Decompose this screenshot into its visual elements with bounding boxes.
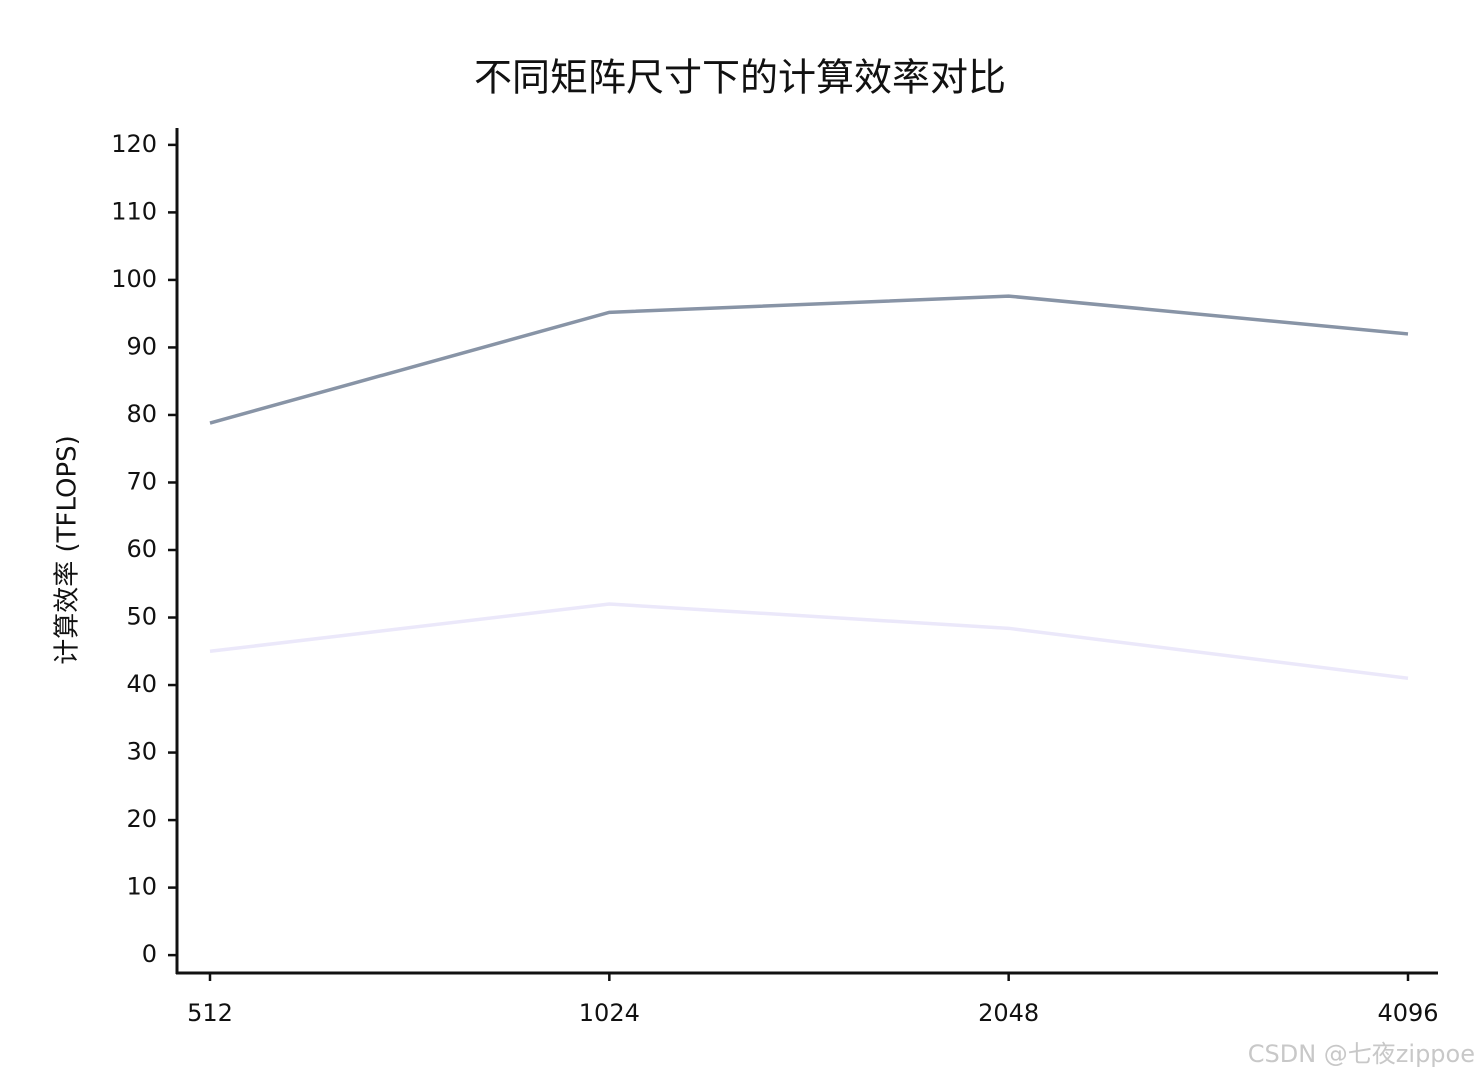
y-tick-label: 90	[126, 332, 157, 360]
series-line	[209, 602, 1409, 681]
y-tick-label: 10	[126, 873, 157, 901]
y-tick-label: 80	[126, 400, 157, 428]
x-tick-label: 4096	[1377, 999, 1438, 1027]
y-tick-label: 20	[126, 805, 157, 833]
x-tick-label: 2048	[978, 999, 1039, 1027]
y-axis-label: 计算效率 (TFLOPS)	[53, 435, 83, 665]
x-tick-label: 1024	[579, 999, 640, 1027]
y-tick-label: 70	[126, 467, 157, 495]
series-line	[209, 294, 1409, 425]
chart-title: 不同矩阵尺寸下的计算效率对比	[474, 56, 1006, 100]
y-tick-label: 50	[126, 603, 157, 631]
x-tick-label: 512	[187, 999, 233, 1027]
y-tick-label: 30	[126, 738, 157, 766]
y-tick-label: 110	[111, 197, 157, 225]
y-tick-label: 40	[126, 670, 157, 698]
y-tick-label: 0	[142, 940, 157, 968]
y-tick-label: 60	[126, 535, 157, 563]
watermark: CSDN @七夜zippoe	[1248, 1040, 1475, 1068]
y-tick-label: 120	[111, 130, 157, 158]
y-tick-label: 100	[111, 265, 157, 293]
